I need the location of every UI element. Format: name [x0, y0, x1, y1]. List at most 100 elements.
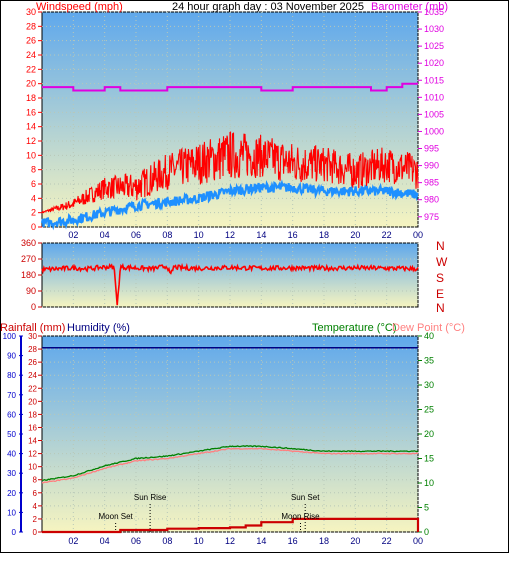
windspeed-tick-label: 24 [26, 50, 36, 60]
barometer-tick-label: 980 [424, 195, 439, 205]
dewpoint-axis-title: Dew Point (°C) [392, 322, 465, 334]
barometer-tick-label: 1005 [424, 109, 444, 119]
x-tick-label: 22 [382, 230, 392, 240]
temperature-tick-label: 25 [424, 405, 434, 415]
x-tick-label: 18 [319, 536, 329, 546]
temperature-tick-label: 40 [424, 331, 434, 341]
humidity-tick-label: 40 [7, 450, 16, 459]
compass-label: N [436, 301, 445, 315]
x-tick-label: 10 [194, 536, 204, 546]
temperature-tick-label: 20 [424, 429, 434, 439]
windspeed-axis-title: Windspeed (mph) [36, 1, 123, 13]
rainfall-tick-label: 2 [33, 515, 38, 524]
rainfall-tick-label: 28 [28, 345, 37, 354]
rainfall-tick-label: 30 [28, 332, 37, 341]
rainfall-line [42, 517, 420, 534]
windspeed-tick-label: 6 [31, 179, 36, 189]
barometer-tick-label: 1010 [424, 92, 444, 102]
windspeed-tick-label: 0 [31, 222, 36, 232]
x-tick-label: 16 [288, 536, 298, 546]
event-label: Sun Rise [134, 493, 167, 502]
x-tick-label: 10 [194, 230, 204, 240]
x-tick-label: 04 [100, 536, 110, 546]
rainfall-tick-label: 6 [33, 489, 38, 498]
barometer-tick-label: 985 [424, 178, 439, 188]
x-tick-label: 20 [350, 230, 360, 240]
dewpoint-line [41, 447, 419, 484]
windspeed-tick-label: 4 [31, 193, 36, 203]
windspeed-tick-label: 26 [26, 36, 36, 46]
windspeed-tick-label: 22 [26, 64, 36, 74]
event-label: Sun Set [291, 493, 320, 502]
rainfall-tick-label: 16 [28, 423, 37, 432]
x-tick-label: 18 [319, 230, 329, 240]
rainfall-tick-label: 0 [33, 528, 38, 537]
outer-border [0, 0, 509, 553]
windspeed-average-line [40, 179, 419, 231]
temperature-tick-label: 15 [424, 454, 434, 464]
x-tick-label: 00 [413, 536, 423, 546]
rainfall-tick-label: 4 [33, 502, 38, 511]
windspeed-tick-label: 14 [26, 122, 36, 132]
barometer-tick-label: 995 [424, 144, 439, 154]
barometer-tick-label: 1035 [424, 7, 444, 17]
humidity-axis-title: Humidity (%) [67, 322, 130, 334]
x-tick-label: 20 [350, 536, 360, 546]
wind-direction-tick-label: 180 [21, 270, 36, 280]
windspeed-tick-label: 2 [31, 208, 36, 218]
compass-label: E [436, 287, 444, 301]
chart-title: 24 hour graph day : 03 November 2025 [172, 1, 364, 13]
x-tick-label: 08 [162, 536, 172, 546]
windspeed-tick-label: 12 [26, 136, 36, 146]
windspeed-tick-label: 18 [26, 93, 36, 103]
barometer-tick-label: 1020 [424, 58, 444, 68]
windspeed-tick-label: 30 [26, 7, 36, 17]
temperature-line [41, 445, 419, 481]
wind-direction-tick-label: 360 [21, 238, 36, 248]
x-tick-label: 16 [288, 230, 298, 240]
temperature-tick-label: 30 [424, 380, 434, 390]
temperature-tick-label: 35 [424, 356, 434, 366]
barometer-tick-label: 1030 [424, 24, 444, 34]
humidity-tick-label: 60 [7, 410, 16, 419]
rainfall-tick-label: 20 [28, 397, 37, 406]
humidity-tick-label: 0 [12, 528, 17, 537]
windspeed-tick-label: 10 [26, 150, 36, 160]
temp-humidity-panel [41, 335, 419, 533]
barometer-tick-label: 975 [424, 212, 439, 222]
windspeed-tick-label: 20 [26, 79, 36, 89]
barometer-tick-label: 1025 [424, 41, 444, 51]
temperature-tick-label: 10 [424, 478, 434, 488]
wind-direction-line [41, 262, 419, 306]
x-tick-label: 22 [382, 536, 392, 546]
x-tick-label: 02 [68, 230, 78, 240]
humidity-tick-label: 20 [7, 489, 16, 498]
event-label: Moon Rise [281, 512, 320, 521]
windspeed-gust-line [41, 131, 419, 214]
humidity-tick-label: 80 [7, 371, 16, 380]
rainfall-tick-label: 12 [28, 450, 37, 459]
barometer-tick-label: 990 [424, 161, 439, 171]
windspeed-tick-label: 8 [31, 165, 36, 175]
temperature-tick-label: 0 [424, 527, 429, 537]
wind-direction-tick-label: 0 [31, 302, 36, 312]
temperature-axis-title: Temperature (°C) [312, 322, 396, 334]
rainfall-tick-label: 22 [28, 384, 37, 393]
rainfall-tick-label: 10 [28, 463, 37, 472]
rainfall-tick-label: 18 [28, 410, 37, 419]
wind-direction-tick-label: 270 [21, 254, 36, 264]
x-tick-label: 12 [225, 230, 235, 240]
x-tick-label: 00 [413, 230, 423, 240]
wind-direction-tick-label: 90 [26, 286, 36, 296]
x-tick-label: 14 [256, 230, 266, 240]
x-tick-label: 12 [225, 536, 235, 546]
barometer-line [42, 82, 418, 92]
temperature-tick-label: 5 [424, 503, 429, 513]
compass-label: W [436, 255, 448, 269]
x-tick-label: 14 [256, 536, 266, 546]
humidity-tick-label: 50 [7, 430, 16, 439]
rainfall-axis-title: Rainfall (mm) [0, 322, 65, 334]
x-tick-label: 06 [131, 230, 141, 240]
windspeed-tick-label: 28 [26, 21, 36, 31]
